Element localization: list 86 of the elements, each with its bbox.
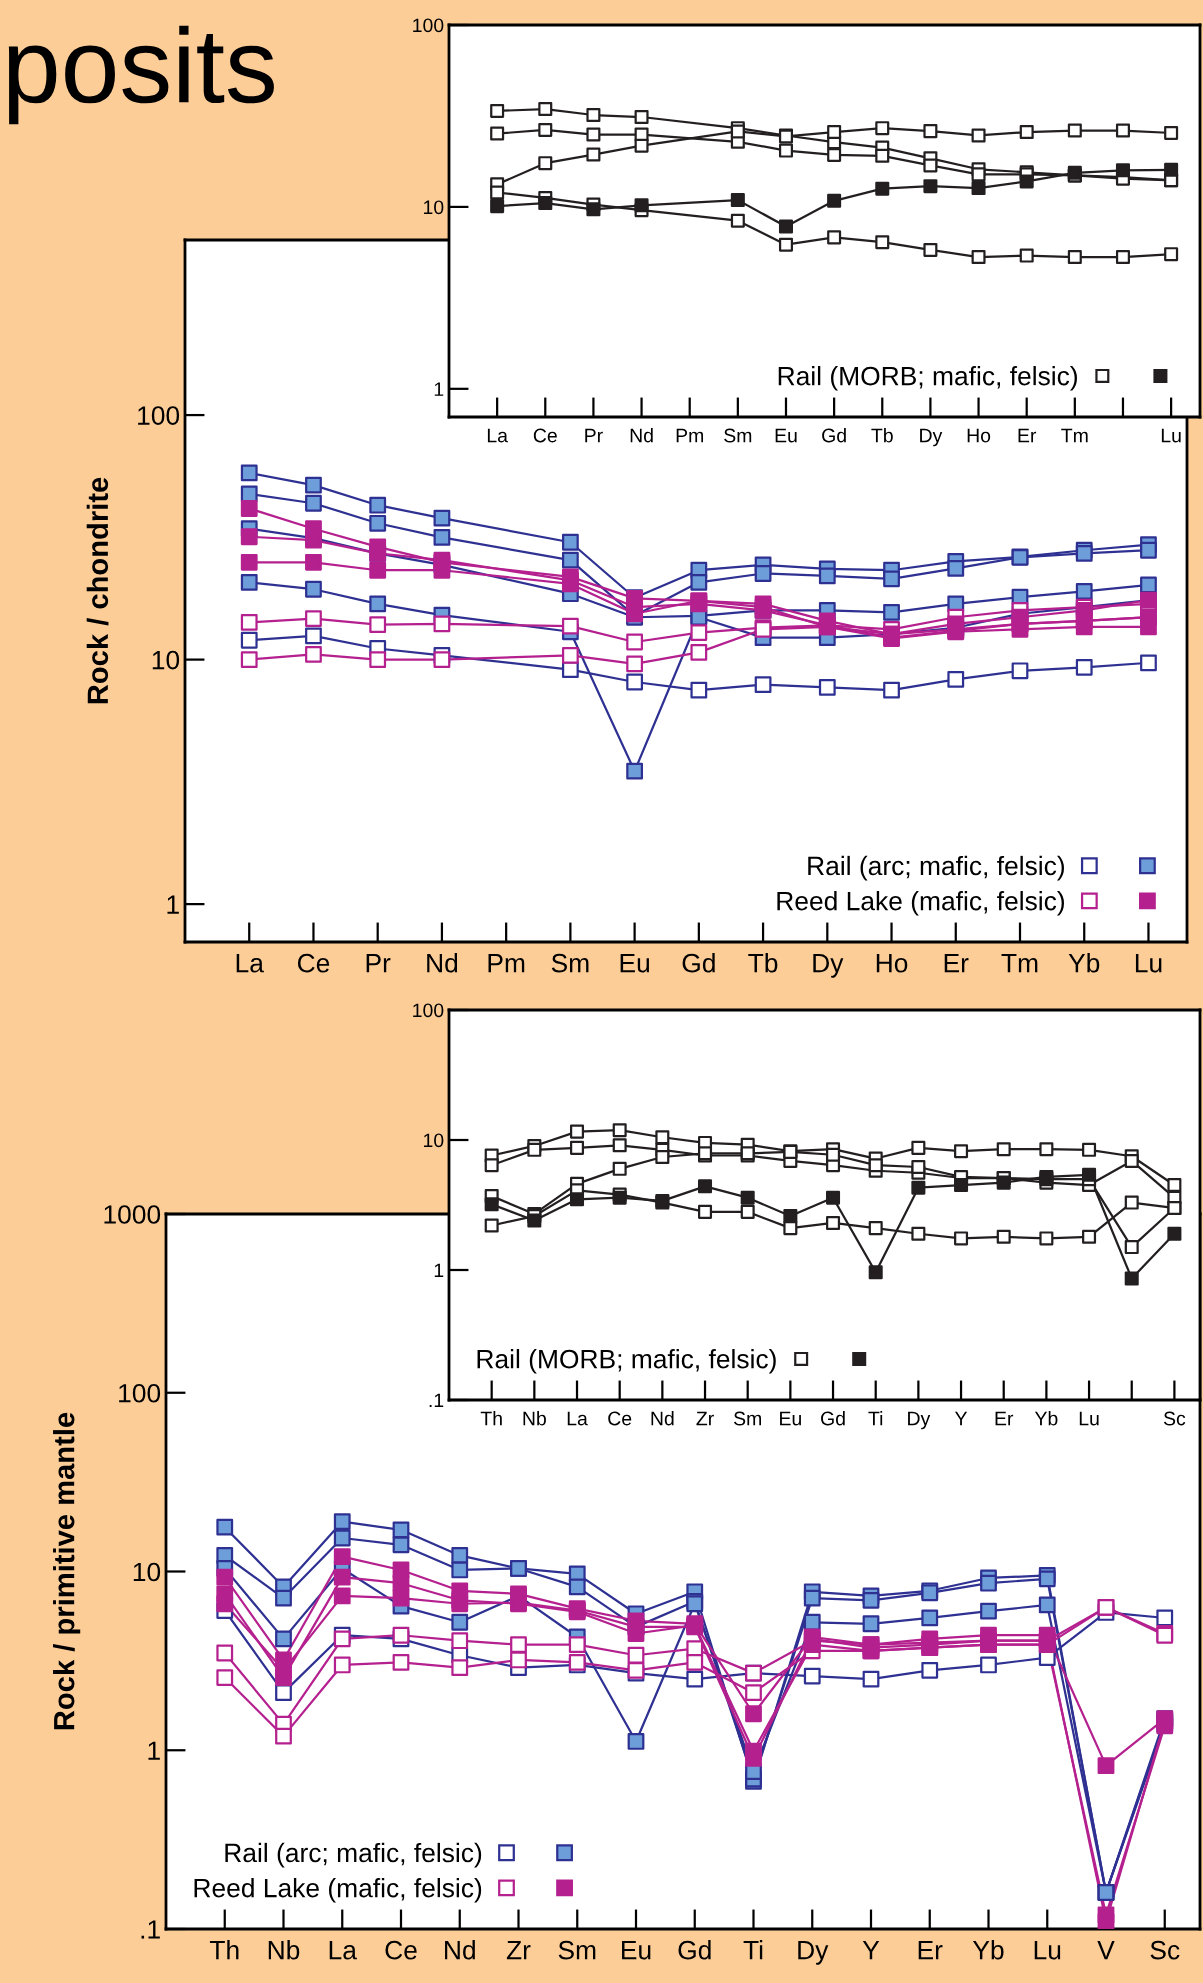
legend-label: Rail (arc; mafic, felsic) xyxy=(808,855,1064,881)
x-tick-label: V xyxy=(1097,1941,1115,1960)
x-tick-label: Sm xyxy=(724,428,752,443)
x-tick-label: Ti xyxy=(743,1940,763,1960)
x-tick-label: Sm xyxy=(558,1940,596,1960)
chart-title: posits xyxy=(8,25,274,125)
x-tick-label: Ti xyxy=(868,1411,883,1426)
x-tick-label: Dy xyxy=(798,1941,829,1965)
x-tick-label: Yb xyxy=(1034,1411,1058,1426)
x-tick-label: Y xyxy=(954,1411,968,1426)
y-tick-label: 10 xyxy=(424,1133,444,1148)
x-tick-label: Lu xyxy=(1161,428,1181,443)
y-tick-label: .1 xyxy=(429,1393,444,1408)
x-tick-label: La xyxy=(236,954,264,973)
x-tick-label: Dy xyxy=(920,428,943,447)
x-tick-label: Yb xyxy=(972,1940,1004,1960)
x-tick-label: Eu xyxy=(620,954,649,973)
x-tick-label: Y xyxy=(862,1941,880,1960)
y-axis-title: Rock / primitive mantle xyxy=(53,1412,81,1730)
y-tick-label: 100 xyxy=(413,1003,444,1018)
x-tick-label: Th xyxy=(480,1411,502,1426)
y-tick-label: 1 xyxy=(434,382,444,396)
y-tick-label: 100 xyxy=(413,18,444,33)
legend-label: Rail (MORB; mafic, felsic) xyxy=(778,366,1077,391)
y-axis-title: Rock / chondrite xyxy=(86,477,109,704)
x-tick-label: Gd xyxy=(821,1411,845,1426)
x-tick-label: Zr xyxy=(506,1941,531,1960)
y-tick-label: 1000 xyxy=(104,1205,161,1224)
x-tick-label: Pm xyxy=(676,428,704,443)
x-tick-label: Zr xyxy=(696,1411,714,1426)
legend-label: Rail (MORB; mafic, felsic) xyxy=(477,1349,776,1374)
x-tick-label: La xyxy=(487,428,508,443)
x-tick-label: Sc xyxy=(1150,1940,1180,1960)
y-tick-label: 1 xyxy=(434,1263,444,1278)
x-tick-label: Er xyxy=(944,954,969,973)
x-tick-label: Tb xyxy=(871,428,893,443)
x-tick-label: Ho xyxy=(876,954,908,973)
x-tick-label: Pr xyxy=(585,428,603,443)
legend-label: Reed Lake (mafic, felsic) xyxy=(194,1878,482,1903)
x-tick-label: Nd xyxy=(651,1411,674,1426)
x-tick-label: Nd xyxy=(427,953,458,973)
x-tick-label: Tm xyxy=(1001,954,1038,973)
y-tick-label: 100 xyxy=(119,1383,161,1403)
x-tick-label: Eu xyxy=(622,1941,651,1960)
x-tick-label: Nd xyxy=(630,428,653,443)
x-tick-label: Eu xyxy=(780,1411,801,1426)
y-tick-label: 1 xyxy=(167,895,179,914)
x-tick-label: La xyxy=(329,1941,357,1960)
y-tick-label: 10 xyxy=(152,650,180,670)
x-tick-label: Eu xyxy=(775,428,797,443)
x-tick-label: Gd xyxy=(678,1940,711,1960)
x-tick-label: Yb xyxy=(1068,953,1100,973)
y-tick-label: 10 xyxy=(133,1562,161,1582)
y-tick-label: 1 xyxy=(148,1741,160,1760)
x-tick-label: Dy xyxy=(813,954,844,978)
x-tick-label: Ce xyxy=(608,1411,632,1426)
x-tick-label: Gd xyxy=(682,953,715,973)
x-tick-label: Lu xyxy=(1079,1411,1099,1426)
x-tick-label: Th xyxy=(209,1940,239,1960)
x-tick-label: Lu xyxy=(1034,1941,1061,1960)
x-tick-label: Er xyxy=(1018,428,1037,443)
y-tick-label: 100 xyxy=(138,406,180,425)
x-tick-label: Er xyxy=(995,1411,1014,1426)
x-tick-label: La xyxy=(567,1411,588,1426)
x-tick-label: Pm xyxy=(488,954,525,973)
x-tick-label: Ce xyxy=(385,1940,417,1960)
x-tick-label: Tb xyxy=(748,953,778,973)
x-tick-label: Nb xyxy=(268,1940,300,1960)
x-tick-label: Nd xyxy=(445,1940,475,1960)
x-tick-label: Er xyxy=(918,1941,943,1960)
y-tick-label: 10 xyxy=(424,200,444,215)
x-tick-label: Gd xyxy=(822,428,846,443)
x-tick-label: Nb xyxy=(523,1411,546,1426)
legend-label: Reed Lake (mafic, felsic) xyxy=(777,891,1064,916)
x-tick-label: Sm xyxy=(551,953,589,973)
legend-label: Rail (arc; mafic, felsic) xyxy=(225,1842,482,1868)
x-tick-label: Sc xyxy=(1163,1411,1186,1426)
x-tick-label: Lu xyxy=(1135,954,1162,973)
x-tick-label: Pr xyxy=(366,954,391,973)
x-tick-label: Tm xyxy=(1061,428,1088,443)
x-tick-label: Ce xyxy=(533,428,557,443)
x-tick-label: Ho xyxy=(967,428,991,443)
x-tick-label: Dy xyxy=(908,1411,931,1430)
y-tick-label: .1 xyxy=(141,1920,160,1939)
x-tick-label: Sm xyxy=(733,1411,761,1426)
x-tick-label: Ce xyxy=(297,953,330,973)
